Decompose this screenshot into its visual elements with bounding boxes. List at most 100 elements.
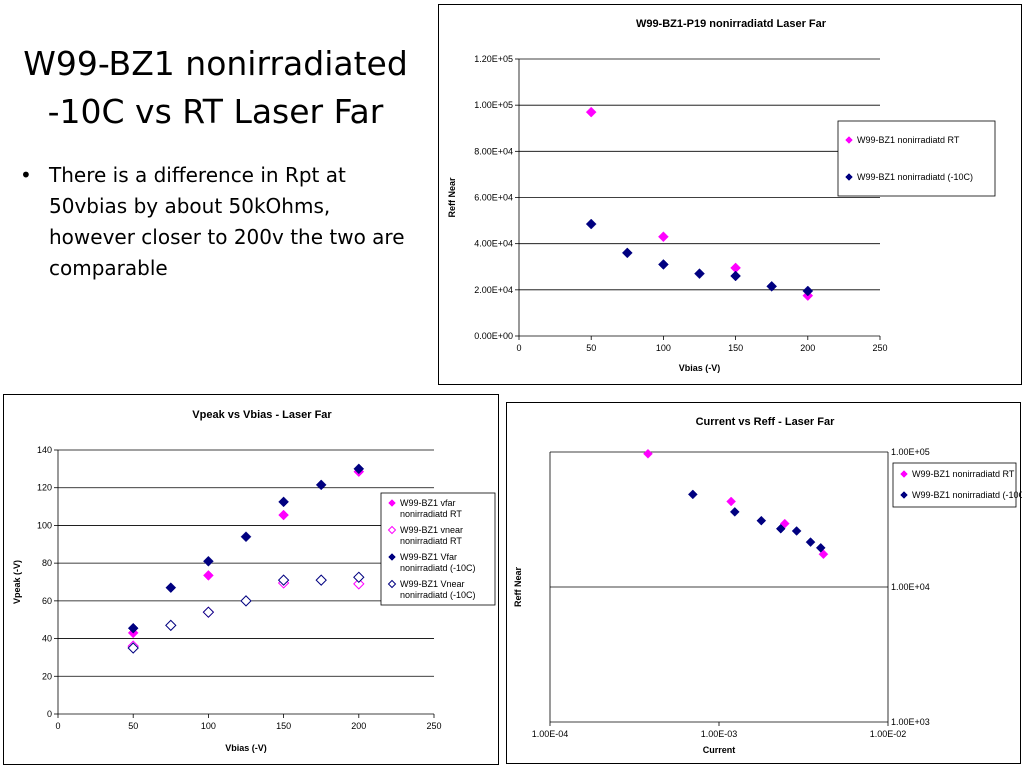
y-axis-label: Reff Near [513, 566, 523, 607]
data-point [756, 515, 767, 526]
x-tick-label: 100 [201, 721, 216, 731]
y-tick-label: 1.20E+05 [474, 54, 513, 64]
legend-marker [900, 491, 908, 499]
data-point [730, 270, 741, 282]
data-point [353, 463, 365, 475]
legend-label: nonirradiatd RT [400, 536, 462, 546]
y-tick-label: 8.00E+04 [474, 146, 513, 156]
data-point [643, 448, 653, 459]
x-tick-label: 250 [426, 721, 441, 731]
y-tick-label: 1.00E+03 [891, 717, 930, 727]
bullet-line-4: comparable [49, 256, 168, 280]
data-point [687, 489, 698, 500]
x-tick-label: 1.00E-04 [532, 729, 569, 739]
x-tick-label: 50 [586, 343, 596, 353]
data-point [203, 570, 214, 581]
y-tick-label: 60 [42, 596, 52, 606]
data-point [240, 595, 252, 607]
data-point [585, 106, 597, 118]
legend-marker [845, 173, 853, 181]
y-tick-label: 6.00E+04 [474, 193, 513, 203]
reff-vs-vbias-chart: W99-BZ1-P19 nonirradiatd Laser Far 0.00E+… [438, 4, 1022, 385]
data-point [658, 231, 669, 243]
y-tick-label: 100 [37, 520, 52, 530]
x-tick-label: 50 [128, 721, 138, 731]
reff-vs-vbias-svg: W99-BZ1-P19 nonirradiatd Laser Far 0.00E+… [447, 18, 996, 373]
data-point [353, 571, 365, 583]
data-point [202, 606, 215, 618]
y-tick-label: 1.00E+05 [891, 447, 930, 457]
y-tick-label: 1.00E+05 [474, 100, 513, 110]
legend-label: nonirradiatd RT [400, 509, 462, 519]
bullet-line-3: however closer to 200v the two are [49, 225, 405, 249]
x-tick-label: 200 [351, 721, 366, 731]
legend-label: W99-BZ1 vfar [400, 498, 456, 508]
bullet-line-1: There is a difference in Rpt at [49, 163, 346, 187]
x-tick-label: 250 [872, 343, 887, 353]
chart-title: W99-BZ1-P19 nonirradiatd Laser Far [636, 18, 827, 30]
data-point [277, 574, 290, 586]
legend-box [380, 492, 496, 606]
slide-title-line-2: -10C vs RT Laser Far [47, 92, 384, 131]
data-point [802, 285, 814, 297]
y-tick-label: 0.00E+00 [474, 331, 513, 341]
vpeak-vs-vbias-chart: Vpeak vs Vbias - Laser Far 0 20 40 60 80 100 12… [3, 394, 499, 765]
y-tick-label: 20 [42, 671, 52, 681]
legend-label: W99-BZ1 nonirradiatd (-10C) [857, 172, 973, 182]
data-point [127, 642, 139, 654]
legend-box [892, 462, 1017, 508]
legend-box [837, 120, 996, 197]
data-point [621, 247, 633, 259]
data-point [766, 281, 778, 292]
data-point [791, 526, 802, 536]
data-point [694, 268, 705, 280]
bullet-text: There is a difference in Rpt at 50vbias … [49, 160, 429, 284]
data-point [127, 622, 139, 634]
data-point [165, 582, 177, 594]
data-point [278, 509, 289, 521]
legend-marker [387, 579, 397, 589]
x-tick-label: 150 [728, 343, 743, 353]
y-tick-label: 1.00E+04 [891, 582, 930, 592]
data-point [726, 496, 737, 507]
legend-label: W99-BZ1 Vfar [400, 552, 457, 562]
chart-title: Vpeak vs Vbias - Laser Far [192, 409, 332, 421]
data-point [165, 619, 177, 632]
current-vs-reff-svg: Current vs Reff - Laser Far 1.00E+03 1.00E… [513, 416, 1022, 755]
current-vs-reff-chart: Current vs Reff - Laser Far 1.00E+03 1.00E… [506, 402, 1022, 764]
slide-title: W99-BZ1 nonirradiated -10C vs RT Laser F… [8, 40, 423, 136]
vpeak-vs-vbias-svg: Vpeak vs Vbias - Laser Far 0 20 40 60 80 100 12… [12, 409, 496, 753]
legend-label: nonirradiatd (-10C) [400, 563, 476, 573]
data-point [805, 537, 816, 547]
legend-marker [388, 499, 396, 507]
legend-marker [845, 136, 853, 144]
legend-marker [387, 525, 397, 535]
x-tick-label: 200 [800, 343, 815, 353]
y-tick-label: 0 [47, 709, 52, 719]
data-point [240, 531, 252, 543]
data-point [203, 555, 214, 567]
x-axis-label: Vbias (-V) [225, 743, 267, 753]
x-axis-label: Current [703, 745, 736, 755]
x-tick-label: 0 [55, 721, 60, 731]
x-tick-label: 150 [276, 721, 291, 731]
x-tick-label: 100 [656, 343, 671, 353]
legend-label: nonirradiatd (-10C) [400, 590, 476, 600]
slide-title-line-1: W99-BZ1 nonirradiated [23, 44, 408, 83]
data-point [658, 259, 669, 270]
x-tick-label: 1.00E-03 [701, 729, 738, 739]
data-point [585, 218, 597, 230]
data-point [315, 574, 327, 586]
y-tick-label: 2.00E+04 [474, 285, 513, 295]
bullet-marker: • [20, 163, 32, 187]
legend-marker [388, 553, 396, 561]
y-axis-label: Reff Near [447, 177, 457, 218]
y-tick-label: 80 [42, 558, 52, 568]
x-axis-label: Vbias (-V) [679, 363, 721, 373]
bullet-line-2: 50vbias by about 50kOhms, [49, 194, 331, 218]
legend-label: W99-BZ1 nonirradiatd (-10C) [912, 490, 1022, 500]
chart-title: Current vs Reff - Laser Far [696, 416, 835, 428]
data-point [775, 523, 786, 534]
data-point [353, 578, 365, 590]
y-tick-label: 140 [37, 445, 52, 455]
